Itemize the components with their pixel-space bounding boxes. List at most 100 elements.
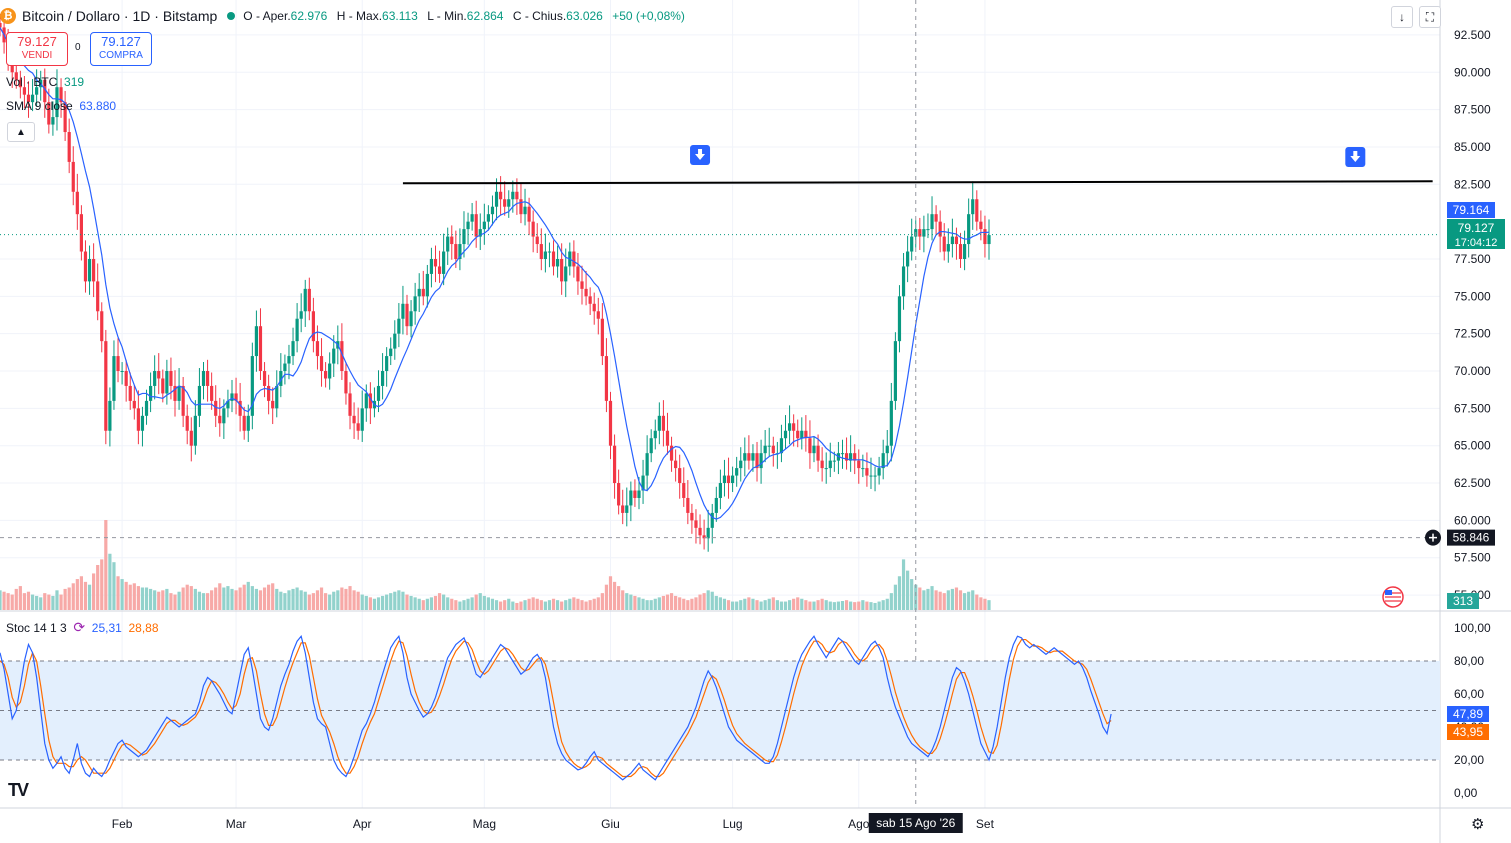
candle-body: [210, 385, 214, 401]
volume-bar: [429, 597, 434, 610]
candle-body: [564, 266, 568, 282]
price-tick-label: 85.000: [1454, 140, 1491, 154]
candle-body: [669, 445, 674, 461]
volume-bar: [336, 590, 340, 610]
refresh-icon[interactable]: ⟳: [73, 619, 86, 635]
volume-bar: [368, 597, 372, 610]
scroll-down-button[interactable]: ↓: [1391, 6, 1413, 28]
volume-bar: [857, 601, 861, 610]
volume-bar: [588, 600, 592, 610]
candle-body: [938, 221, 942, 237]
candle-body: [189, 430, 193, 446]
candle-body: [165, 371, 169, 394]
candle-body: [108, 400, 112, 431]
collapse-legend-button[interactable]: ▲: [7, 122, 35, 142]
volume-bar: [987, 600, 991, 610]
volume-bar: [433, 595, 438, 610]
candle-body: [975, 199, 979, 222]
candle-body: [490, 206, 495, 215]
volume-bar: [698, 594, 702, 610]
candle-body: [258, 326, 263, 372]
volume-bar: [954, 587, 959, 610]
volume-bar: [714, 595, 718, 610]
candle-body: [686, 497, 690, 513]
volume-bar: [116, 576, 120, 610]
symbol-title[interactable]: Bitcoin / Dollaro · 1D · Bitstamp: [22, 8, 218, 24]
volume-bar: [889, 593, 893, 610]
svg-text:43,95: 43,95: [1453, 725, 1483, 739]
candle-body: [153, 371, 157, 386]
volume-bar: [148, 588, 153, 610]
volume-bar: [35, 595, 39, 610]
sell-button[interactable]: 79.127 VENDI: [6, 32, 68, 66]
volume-bar: [83, 581, 88, 610]
volume-bar: [503, 600, 507, 610]
volume-bar: [405, 594, 409, 610]
price-tick-label: 62.500: [1454, 476, 1491, 490]
candle-body: [962, 244, 967, 259]
volume-bar: [885, 598, 889, 610]
volume-bar: [352, 590, 356, 610]
volume-bar: [22, 593, 27, 610]
volume-bar: [380, 595, 385, 610]
volume-bar: [922, 590, 926, 610]
candle-body: [694, 520, 698, 528]
candle-body: [820, 460, 824, 469]
candle-body: [596, 311, 600, 319]
volume-bar: [617, 586, 621, 610]
volume-bar: [739, 600, 743, 610]
candle-body: [55, 87, 59, 118]
volume-bar: [47, 594, 51, 610]
volume-bar: [694, 597, 698, 610]
volume-bar: [938, 591, 942, 610]
volume-bar: [401, 591, 405, 610]
fullscreen-button[interactable]: ⛶: [1419, 6, 1441, 28]
volume-bar: [210, 590, 214, 610]
volume-bar: [600, 593, 604, 610]
svg-text:17:04:12: 17:04:12: [1455, 237, 1498, 249]
volume-bar: [271, 583, 275, 610]
candle-body: [446, 236, 450, 252]
candle-body: [437, 266, 442, 274]
stoch-legend[interactable]: Stoc 14 1 3 ⟳ 25,31 28,88: [6, 619, 159, 635]
volume-bar: [39, 597, 43, 610]
volume-bar: [796, 597, 800, 610]
volume-bar: [165, 588, 169, 610]
time-tick-label: Mar: [226, 817, 247, 831]
candle-body: [535, 236, 539, 245]
candle-body: [930, 214, 934, 230]
volume-bar: [385, 594, 389, 610]
volume-bar: [450, 598, 454, 610]
candle-body: [144, 400, 149, 416]
candle-body: [853, 453, 857, 461]
candle-body: [735, 468, 739, 476]
volume-bar: [108, 553, 112, 610]
volume-bar: [950, 588, 954, 610]
candle-body: [877, 468, 881, 476]
candle-body: [234, 393, 238, 401]
market-status-icon: [227, 12, 236, 20]
candle-body: [714, 497, 718, 513]
candle-body: [657, 415, 661, 431]
volume-legend[interactable]: Vol · BTC 319: [6, 75, 85, 89]
candle-body: [987, 235, 991, 245]
volume-bar: [486, 597, 490, 610]
buy-button[interactable]: 79.127 COMPRA: [90, 32, 152, 66]
candle-body: [954, 236, 959, 245]
sma-legend[interactable]: SMA 9 close 63.880: [6, 99, 117, 113]
candle-body: [572, 251, 576, 267]
candle-body: [755, 453, 759, 469]
ohlc-values: O - Aper.62.976 H - Max.63.113 L - Min.6…: [243, 9, 685, 23]
candle-body: [271, 400, 275, 409]
candle-body: [580, 281, 584, 289]
candle-body: [918, 229, 922, 237]
candle-body: [739, 460, 743, 469]
candle-body: [901, 266, 906, 297]
volume-bar: [967, 591, 971, 610]
candle-body: [706, 527, 710, 539]
settings-gear-icon[interactable]: ⚙: [1471, 816, 1485, 833]
volume-bar: [181, 587, 185, 610]
candle-body: [869, 475, 873, 477]
volume-bar: [161, 590, 165, 610]
